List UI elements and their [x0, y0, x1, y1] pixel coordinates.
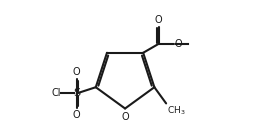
Text: O: O — [155, 15, 162, 25]
Text: Cl: Cl — [51, 88, 60, 98]
Text: S: S — [73, 88, 80, 98]
Text: O: O — [73, 110, 81, 120]
Text: O: O — [121, 112, 129, 122]
Text: O: O — [73, 67, 81, 77]
Text: CH$_3$: CH$_3$ — [167, 104, 186, 117]
Text: O: O — [175, 39, 182, 49]
